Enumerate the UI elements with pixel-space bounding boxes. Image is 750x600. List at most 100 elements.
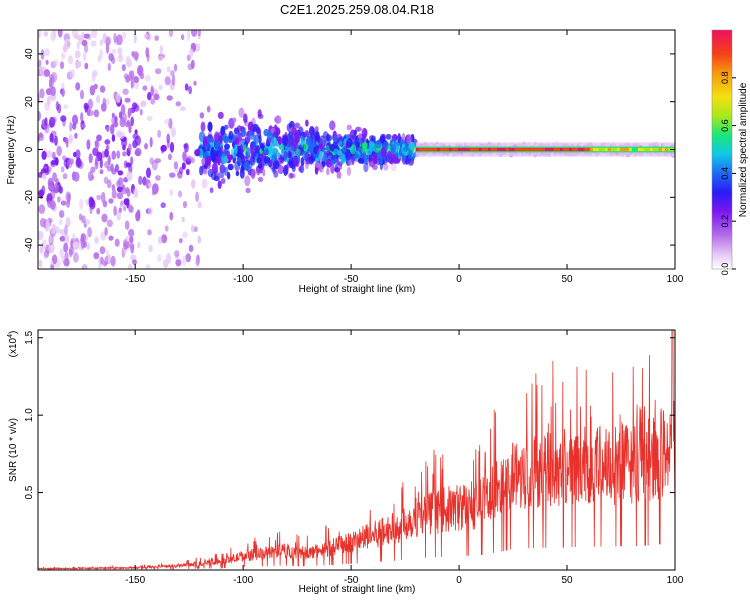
spectrogram-cell bbox=[326, 151, 334, 161]
spectrogram-cell bbox=[193, 80, 197, 86]
spectrogram-band-cell bbox=[490, 147, 494, 152]
spectrogram-cell bbox=[87, 170, 94, 182]
spectrogram-cell bbox=[338, 140, 343, 147]
spectrogram-cell bbox=[185, 168, 190, 176]
spectrogram-cell bbox=[155, 175, 161, 181]
spectrogram-cell bbox=[68, 245, 75, 255]
spectrogram-cell bbox=[44, 117, 48, 126]
spectrogram-cell bbox=[281, 135, 289, 146]
spectrogram-band-cell bbox=[532, 147, 536, 152]
snr-x-tick-label: -150 bbox=[125, 575, 145, 586]
spectrogram-cell bbox=[288, 172, 294, 179]
spectrogram-band-cell bbox=[649, 147, 653, 152]
spectrogram-cell bbox=[157, 254, 162, 262]
spectrogram-cell bbox=[116, 150, 121, 159]
spectrogram-band-cell bbox=[463, 147, 467, 152]
spectrogram-cell bbox=[368, 135, 374, 141]
spectrogram-cell bbox=[52, 254, 58, 265]
spectrogram-cell bbox=[92, 70, 98, 77]
spectrogram-cell bbox=[296, 148, 301, 156]
spectrogram-cell bbox=[305, 119, 309, 127]
spectrogram-cell bbox=[380, 147, 387, 158]
spectrogram-cell bbox=[115, 92, 121, 103]
spectrogram-cell bbox=[175, 259, 182, 267]
spectrogram-cell bbox=[114, 238, 120, 247]
snr-x-tick-label: -100 bbox=[233, 575, 253, 586]
spectrogram-cell bbox=[273, 170, 279, 178]
spectrogram-cell bbox=[116, 180, 121, 188]
spectrogram-band-cell bbox=[559, 147, 563, 152]
spectrogram-cell bbox=[354, 151, 359, 163]
spectrogram-cell bbox=[93, 252, 100, 260]
spectrogram-cell bbox=[94, 139, 100, 150]
spectrogram-cell bbox=[50, 185, 54, 192]
spectrogram-cell bbox=[121, 64, 126, 72]
spectrogram-cell bbox=[342, 146, 347, 153]
spectrogram-cell bbox=[55, 101, 60, 111]
spectrogram-cell bbox=[180, 34, 185, 41]
spectrogram-band-cell bbox=[517, 147, 521, 152]
spectrogram-cell bbox=[128, 228, 135, 237]
spectrogram-cell bbox=[178, 238, 183, 244]
spectrogram-band-cell bbox=[493, 147, 497, 152]
snr-x-tick-label: -50 bbox=[344, 575, 359, 586]
spectrogram-y-tick-label: 40 bbox=[24, 48, 35, 60]
spectrogram-cell bbox=[152, 183, 159, 195]
spectrogram-cell bbox=[294, 133, 300, 144]
spectrogram-cell bbox=[220, 125, 226, 136]
spectrogram-cell bbox=[130, 116, 134, 127]
spectrogram-cell bbox=[234, 127, 240, 135]
spectrogram-cell bbox=[49, 234, 53, 243]
spectrogram-cell bbox=[132, 102, 138, 110]
spectrogram-cell bbox=[92, 147, 99, 156]
spectrogram-cell bbox=[130, 156, 134, 166]
spectrogram-cell bbox=[62, 155, 67, 161]
spectrogram-cell bbox=[168, 30, 174, 37]
spectrogram-band-cell bbox=[460, 147, 464, 152]
spectrogram-band-cell bbox=[484, 147, 488, 152]
spectrogram-cell bbox=[43, 31, 49, 37]
spectrogram-cell bbox=[104, 139, 111, 145]
spectrogram-cell bbox=[283, 152, 288, 163]
spectrogram-cell bbox=[105, 98, 110, 106]
spectrogram-cell bbox=[145, 47, 150, 58]
spectrogram-cell bbox=[80, 112, 84, 123]
spectrogram-cell bbox=[82, 264, 88, 269]
spectrogram-cell bbox=[100, 257, 104, 265]
spectrogram-cell bbox=[134, 150, 140, 156]
spectrogram-cell bbox=[363, 162, 369, 173]
spectrogram-band-cell bbox=[457, 147, 461, 152]
spectrogram-band-cell bbox=[661, 147, 665, 152]
spectrogram-band-cell bbox=[472, 147, 476, 152]
spectrogram-band-cell bbox=[574, 147, 578, 152]
spectrogram-cell bbox=[93, 83, 98, 90]
snr-x-tick-label: 0 bbox=[456, 575, 462, 586]
spectrogram-band-cell bbox=[556, 147, 560, 152]
spectrogram-cell bbox=[44, 102, 51, 112]
spectrogram-cell bbox=[131, 51, 135, 58]
spectrogram-cell bbox=[357, 157, 365, 164]
spectrogram-cell bbox=[73, 171, 80, 182]
spectrogram-band-cell bbox=[511, 147, 515, 152]
spectrogram-cell bbox=[211, 146, 215, 157]
spectrogram-cell bbox=[74, 132, 78, 139]
spectrogram-cell bbox=[123, 198, 129, 206]
spectrogram-cell bbox=[54, 135, 58, 146]
spectrogram-cell bbox=[57, 196, 61, 203]
spectrogram-cell bbox=[58, 218, 64, 225]
spectrogram-band-cell bbox=[652, 147, 656, 152]
spectrogram-cell bbox=[81, 240, 85, 249]
spectrogram-cell bbox=[45, 150, 53, 158]
spectrogram-cell bbox=[106, 219, 114, 228]
spectrogram-cell bbox=[38, 189, 44, 198]
spectrogram-cell bbox=[190, 59, 195, 69]
spectrogram-cell bbox=[39, 217, 46, 228]
spectrogram-cell bbox=[111, 184, 116, 192]
spectrogram-cell bbox=[222, 151, 226, 158]
spectrogram-cell bbox=[84, 219, 91, 225]
spectrogram-cell bbox=[133, 33, 137, 44]
spectrogram-cell bbox=[228, 130, 234, 140]
spectrogram-cell bbox=[164, 118, 170, 125]
spectrogram-band-cell bbox=[442, 147, 446, 152]
spectrogram-cell bbox=[86, 241, 90, 250]
